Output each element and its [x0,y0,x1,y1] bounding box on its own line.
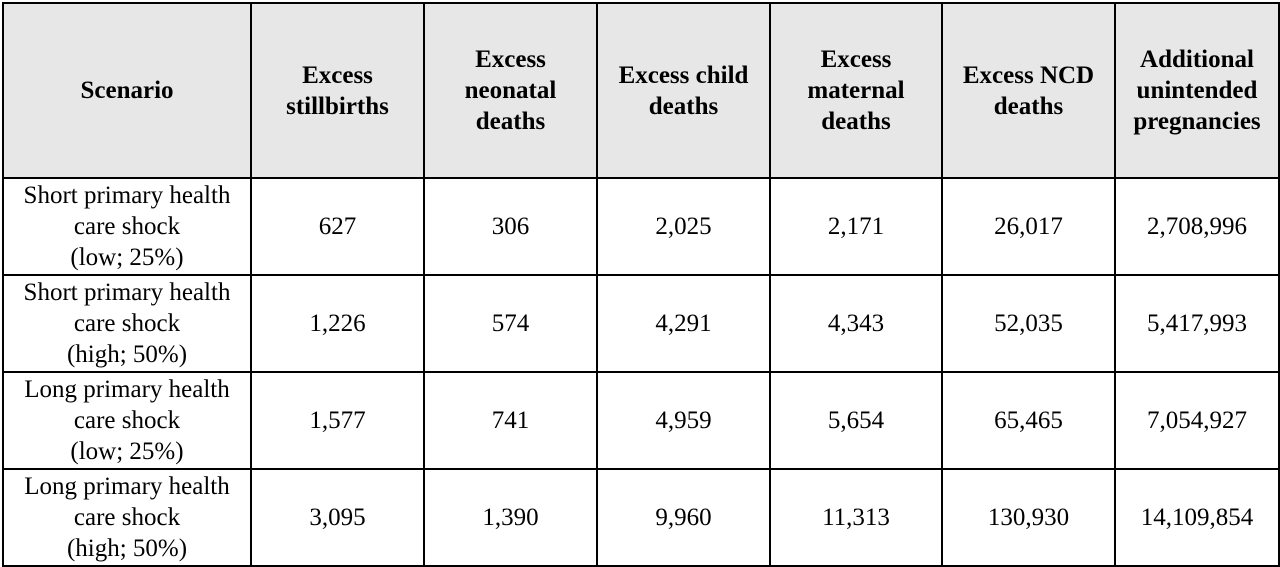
header-row: Scenario Excess stillbirths Excess neona… [2,2,1280,179]
scenario-line: care shock [73,213,181,240]
stillbirths-cell: 1,577 [250,371,425,470]
scenario-line: care shock [73,407,181,434]
child-deaths-cell: 4,959 [596,371,771,470]
header-line: neonatal [464,77,557,104]
table-header: Scenario Excess stillbirths Excess neona… [2,2,1280,179]
maternal-deaths-cell: 5,654 [769,371,943,470]
scenario-line: Long primary health [24,473,230,500]
neonatal-deaths-cell: 574 [423,274,598,373]
header-line: deaths [648,92,719,120]
stillbirths-cell: 3,095 [250,468,425,567]
child-deaths-cell: 4,291 [596,274,771,373]
maternal-deaths-cell: 4,343 [769,274,943,373]
header-excess-child-deaths: Excess child deaths [596,2,771,179]
header-excess-maternal-deaths: Excess maternal deaths [769,2,943,179]
unintended-pregnancies-cell: 14,109,854 [1114,468,1280,567]
neonatal-deaths-cell: 1,390 [423,468,598,567]
ncd-deaths-cell: 26,017 [941,177,1116,276]
header-excess-stillbirths: Excess stillbirths [250,2,425,179]
header-line: deaths [821,108,891,135]
scenario-line: care shock [73,504,181,531]
header-line: Excess child [618,61,749,89]
header-line: Excess [302,61,373,89]
header-line: Scenario [80,77,174,104]
scenario-line: (low; 25%) [70,244,184,271]
header-excess-ncd-deaths: Excess NCD deaths [941,2,1116,179]
header-excess-neonatal-deaths: Excess neonatal deaths [423,2,598,179]
header-line: deaths [475,108,546,135]
stillbirths-cell: 1,226 [250,274,425,373]
scenario-line: (high; 50%) [66,341,188,368]
header-line: deaths [993,92,1064,120]
ncd-deaths-cell: 65,465 [941,371,1116,470]
scenario-cell: Short primary health care shock (high; 5… [2,274,252,373]
scenario-line: (low; 25%) [70,438,184,465]
child-deaths-cell: 2,025 [596,177,771,276]
scenario-line: (high; 50%) [66,535,188,562]
scenario-cell: Long primary health care shock (low; 25%… [2,371,252,470]
header-line: Excess [820,46,892,73]
header-line: Additional [1140,46,1254,73]
scenario-line: Long primary health [24,376,230,403]
table-row: Short primary health care shock (low; 25… [2,177,1280,276]
header-line: Excess NCD [962,61,1095,89]
unintended-pregnancies-cell: 2,708,996 [1114,177,1280,276]
scenario-line: Short primary health [23,279,231,306]
maternal-deaths-cell: 2,171 [769,177,943,276]
table-row: Long primary health care shock (low; 25%… [2,371,1280,470]
scenario-cell: Long primary health care shock (high; 50… [2,468,252,567]
ncd-deaths-cell: 52,035 [941,274,1116,373]
neonatal-deaths-cell: 741 [423,371,598,470]
scenario-cell: Short primary health care shock (low; 25… [2,177,252,276]
header-line: unintended [1136,77,1258,104]
table-row: Long primary health care shock (high; 50… [2,468,1280,567]
scenario-line: Short primary health [23,182,231,209]
header-line: maternal [807,77,905,104]
unintended-pregnancies-cell: 7,054,927 [1114,371,1280,470]
unintended-pregnancies-cell: 5,417,993 [1114,274,1280,373]
header-additional-unintended-pregnancies: Additional unintended pregnancies [1114,2,1280,179]
header-scenario: Scenario [2,2,252,179]
ncd-deaths-cell: 130,930 [941,468,1116,567]
maternal-deaths-cell: 11,313 [769,468,943,567]
header-line: stillbirths [286,92,389,120]
neonatal-deaths-cell: 306 [423,177,598,276]
table-body: Short primary health care shock (low; 25… [2,177,1280,567]
table-row: Short primary health care shock (high; 5… [2,274,1280,373]
scenario-line: care shock [73,310,181,337]
stillbirths-cell: 627 [250,177,425,276]
header-line: pregnancies [1133,108,1261,135]
header-line: Excess [475,46,546,73]
child-deaths-cell: 9,960 [596,468,771,567]
